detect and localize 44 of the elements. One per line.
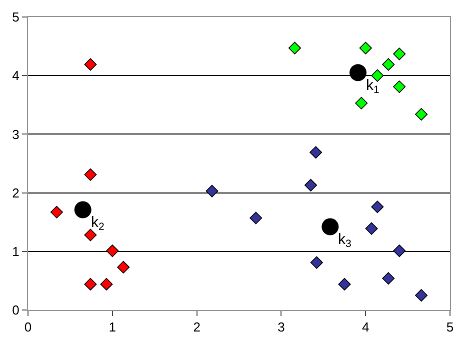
point [359,42,372,54]
point [100,278,113,290]
point [106,244,119,258]
point [382,272,395,285]
point [355,96,368,110]
point [310,146,322,159]
x-tick-label: 2 [193,320,200,335]
point [50,206,63,218]
annotation: k$_{3}$ [338,231,352,250]
y-tick-label: 4 [12,68,20,84]
y-tick-label: 3 [12,126,20,142]
point [415,108,428,121]
x-tick-label: 5 [446,320,454,335]
point [393,48,406,60]
point [74,201,92,218]
point [415,289,428,302]
x-tick-label: 0 [24,320,32,335]
point [350,64,366,82]
point [393,80,406,93]
point [117,260,130,274]
x-tick-label: 1 [108,320,116,335]
point [365,222,378,235]
y-tick-label: 1 [12,244,20,259]
point [206,184,218,198]
point [310,256,323,269]
point [84,228,97,242]
x-tick-label: 4 [362,320,370,335]
point [84,168,97,181]
point [304,178,317,192]
y-tick-label: 2 [12,185,20,200]
y-tick-label: 0 [12,302,20,318]
point [250,212,262,224]
point [288,42,301,54]
point [382,58,395,71]
point [84,58,97,71]
annotation: k$_{2}$ [91,214,104,234]
x-tick-label: 3 [278,320,285,335]
point [84,278,97,290]
point [338,278,351,290]
y-tick-label: 5 [12,10,20,25]
annotation: k$_{1}$ [366,77,380,96]
point [322,218,339,236]
point [371,200,384,214]
point [393,244,406,258]
